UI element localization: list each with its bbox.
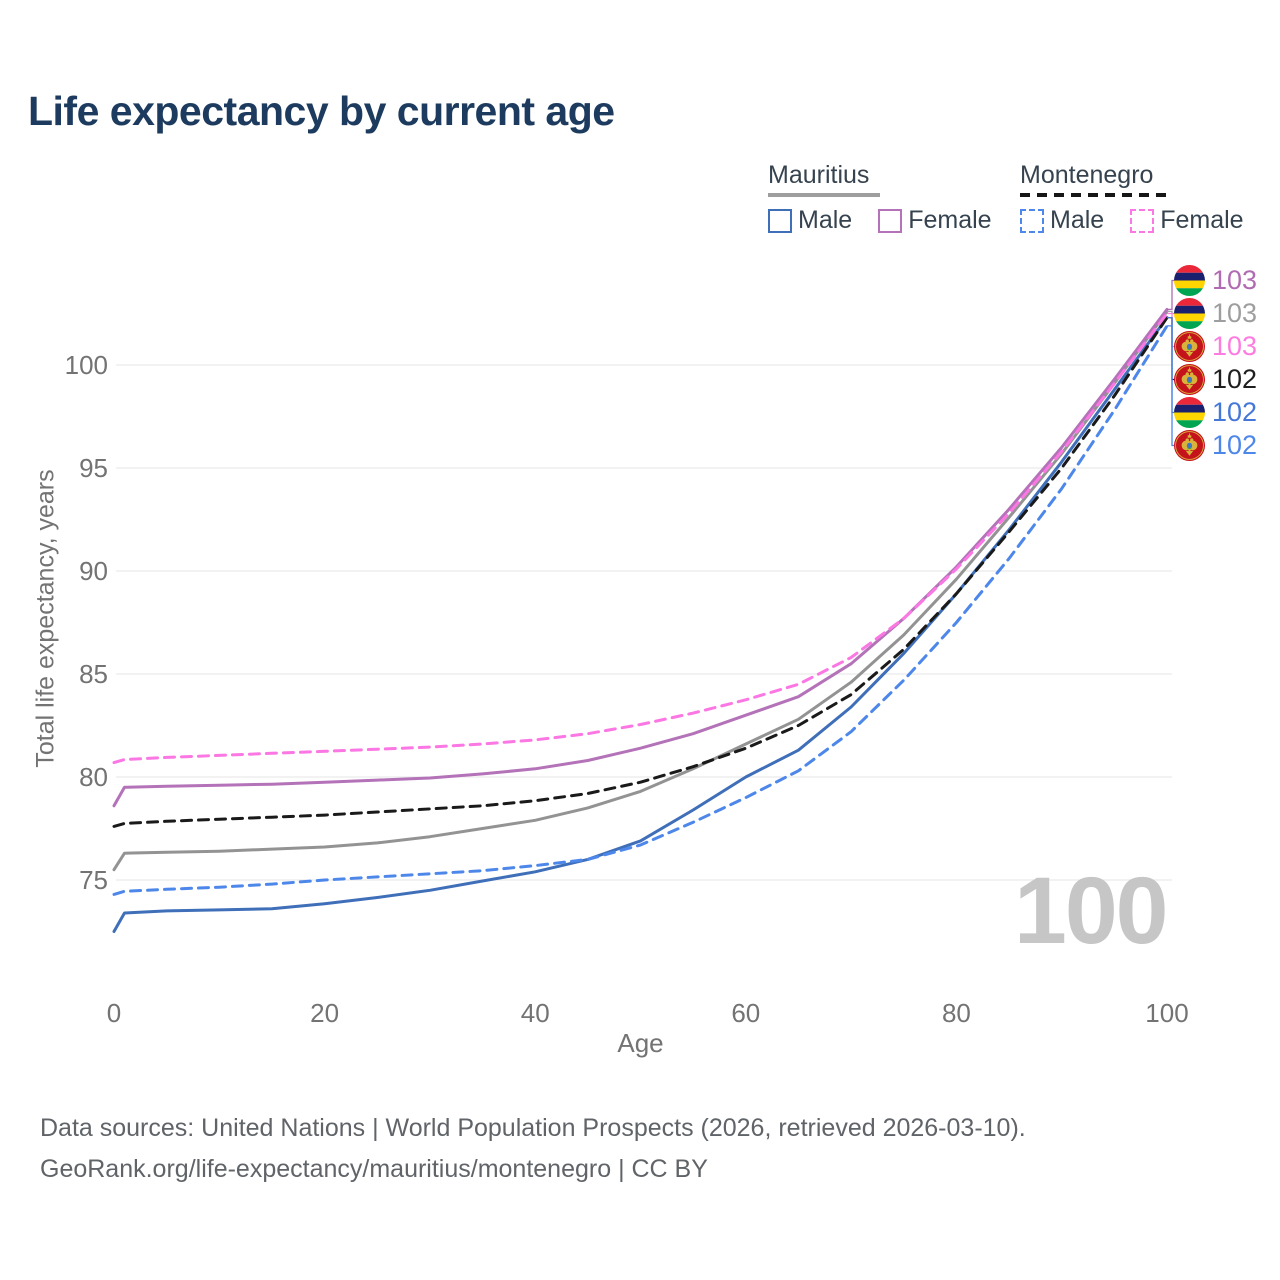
mauritius-male-swatch-icon[interactable] xyxy=(768,208,792,233)
x-tick-60: 60 xyxy=(731,998,760,1028)
x-tick-0: 0 xyxy=(107,998,121,1028)
legend-group-mauritius: Mauritius Male Female xyxy=(768,160,992,235)
end-value-mu_both: 103 xyxy=(1212,298,1258,328)
legend-label-montenegro-female[interactable]: Female xyxy=(1160,206,1244,234)
x-tick-100: 100 xyxy=(1145,998,1188,1028)
mauritius-solid-line-swatch xyxy=(768,193,880,197)
y-tick-80: 80 xyxy=(79,762,108,792)
y-tick-100: 100 xyxy=(65,350,108,380)
source-url-text[interactable]: GeoRank.org/life-expectancy/mauritius/mo… xyxy=(40,1155,708,1183)
y-tick-95: 95 xyxy=(79,453,108,483)
mauritius-flag-icon xyxy=(1174,397,1205,428)
end-value-labels: 103 103 103 102 xyxy=(1174,264,1257,462)
series-line-mu_male[interactable] xyxy=(112,316,1169,933)
end-value-me_both: 102 xyxy=(1212,364,1258,394)
montenegro-female-swatch-icon[interactable] xyxy=(1130,208,1155,233)
legend-group-montenegro: Montenegro Male Female xyxy=(1020,160,1244,235)
mauritius-flag-icon xyxy=(1174,265,1205,296)
end-value-me_female: 103 xyxy=(1212,331,1258,361)
series-end-label-mu_male[interactable]: 102 xyxy=(1174,396,1257,429)
series-line-mu_both[interactable] xyxy=(112,309,1169,872)
y-tick-85: 85 xyxy=(79,659,108,689)
series-end-label-me_both[interactable]: 102 xyxy=(1174,363,1257,396)
legend-label-mauritius-male[interactable]: Male xyxy=(798,206,853,234)
series-end-label-me_male[interactable]: 102 xyxy=(1174,429,1257,462)
data-sources-text: Data sources: United Nations | World Pop… xyxy=(40,1114,1026,1142)
x-tick-40: 40 xyxy=(521,998,550,1028)
age-counter-watermark: 100 xyxy=(1014,858,1169,964)
end-value-mu_male: 102 xyxy=(1212,397,1258,427)
legend-label-mauritius-female[interactable]: Female xyxy=(908,206,992,234)
legend-country-mauritius[interactable]: Mauritius xyxy=(768,161,870,189)
page-title: Life expectancy by current age xyxy=(28,88,615,134)
series-line-me_male[interactable] xyxy=(112,324,1169,896)
montenegro-flag-icon xyxy=(1174,364,1205,395)
x-tick-80: 80 xyxy=(942,998,971,1028)
montenegro-flag-icon xyxy=(1174,430,1205,461)
series-end-label-mu_both[interactable]: 103 xyxy=(1174,297,1257,330)
montenegro-dashed-line-swatch xyxy=(1020,193,1166,197)
montenegro-flag-icon xyxy=(1174,331,1205,362)
end-value-me_male: 102 xyxy=(1212,430,1258,460)
series-line-me_both[interactable] xyxy=(112,316,1169,828)
x-axis-title: Age xyxy=(617,1028,663,1058)
mauritius-female-swatch-icon[interactable] xyxy=(878,208,903,233)
legend-country-montenegro[interactable]: Montenegro xyxy=(1020,161,1154,189)
y-tick-75: 75 xyxy=(79,865,108,895)
footer: Data sources: United Nations | World Pop… xyxy=(40,1108,1026,1190)
series-line-mu_female[interactable] xyxy=(112,307,1169,808)
y-tick-90: 90 xyxy=(79,556,108,586)
series-end-label-mu_female[interactable]: 103 xyxy=(1174,264,1257,297)
series-line-me_female[interactable] xyxy=(112,312,1169,765)
x-tick-20: 20 xyxy=(310,998,339,1028)
legend-label-montenegro-male[interactable]: Male xyxy=(1050,206,1105,234)
end-value-mu_female: 103 xyxy=(1212,265,1258,295)
mauritius-flag-icon xyxy=(1174,298,1205,329)
series-end-label-me_female[interactable]: 103 xyxy=(1174,330,1257,363)
montenegro-male-swatch-icon[interactable] xyxy=(1020,208,1044,233)
